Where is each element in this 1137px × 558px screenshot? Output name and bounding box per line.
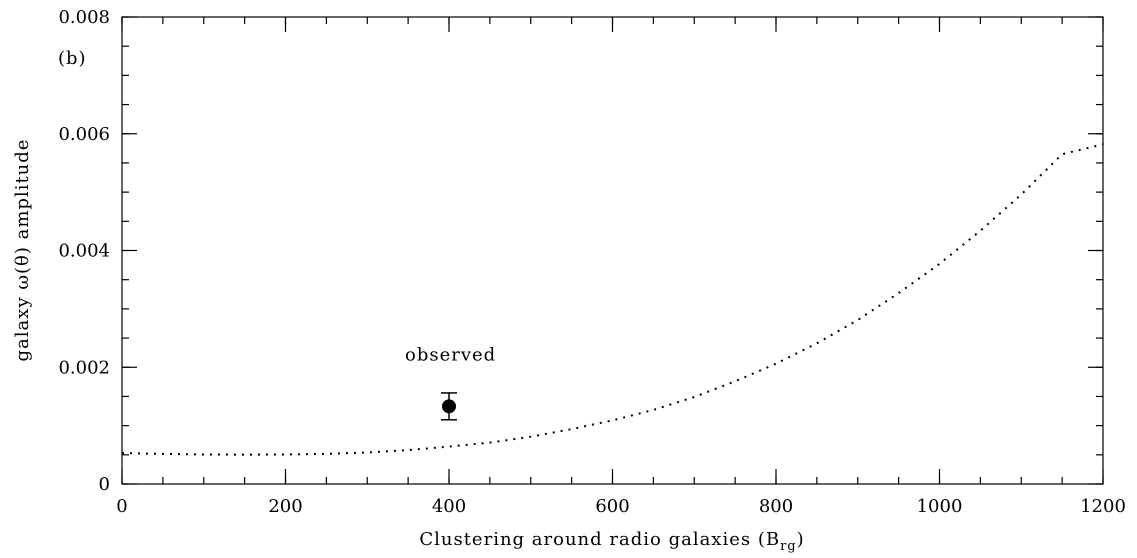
y-tick-label: 0.004 [58,241,110,262]
x-tick-label: 0 [116,496,127,517]
x-tick-label: 800 [759,496,793,517]
x-axis-label: Clustering around radio galaxies (Brg) [419,529,804,554]
x-axis-label-main: Clustering around radio galaxies (B [419,529,780,550]
x-tick-label: 1000 [917,496,963,517]
y-tick-label: 0.006 [58,124,110,145]
model-curve [121,143,1104,456]
axis-tick-labels: 0 200 400 600 800 1000 1200 0 0.002 0.004 0.006 0.0… [58,7,1125,517]
observed-point [442,399,456,414]
y-tick-label: 0.008 [58,7,110,28]
x-tick-label: 200 [268,496,302,517]
y-tick-label: 0 [99,474,110,495]
x-tick-label: 1200 [1080,496,1126,517]
axis-ticks [121,16,1104,485]
x-axis-label-close: ) [797,529,805,550]
y-tick-label: 0.002 [58,357,110,378]
panel-label: (b) [58,48,87,69]
y-axis-label: galaxy ω(θ) amplitude [12,139,33,362]
plot-frame [121,16,1104,485]
observed-points: observed [405,344,496,421]
observed-label: observed [405,344,496,365]
x-axis-label-subscript: rg [780,539,797,554]
x-tick-label: 400 [432,496,466,517]
x-tick-label: 600 [595,496,629,517]
